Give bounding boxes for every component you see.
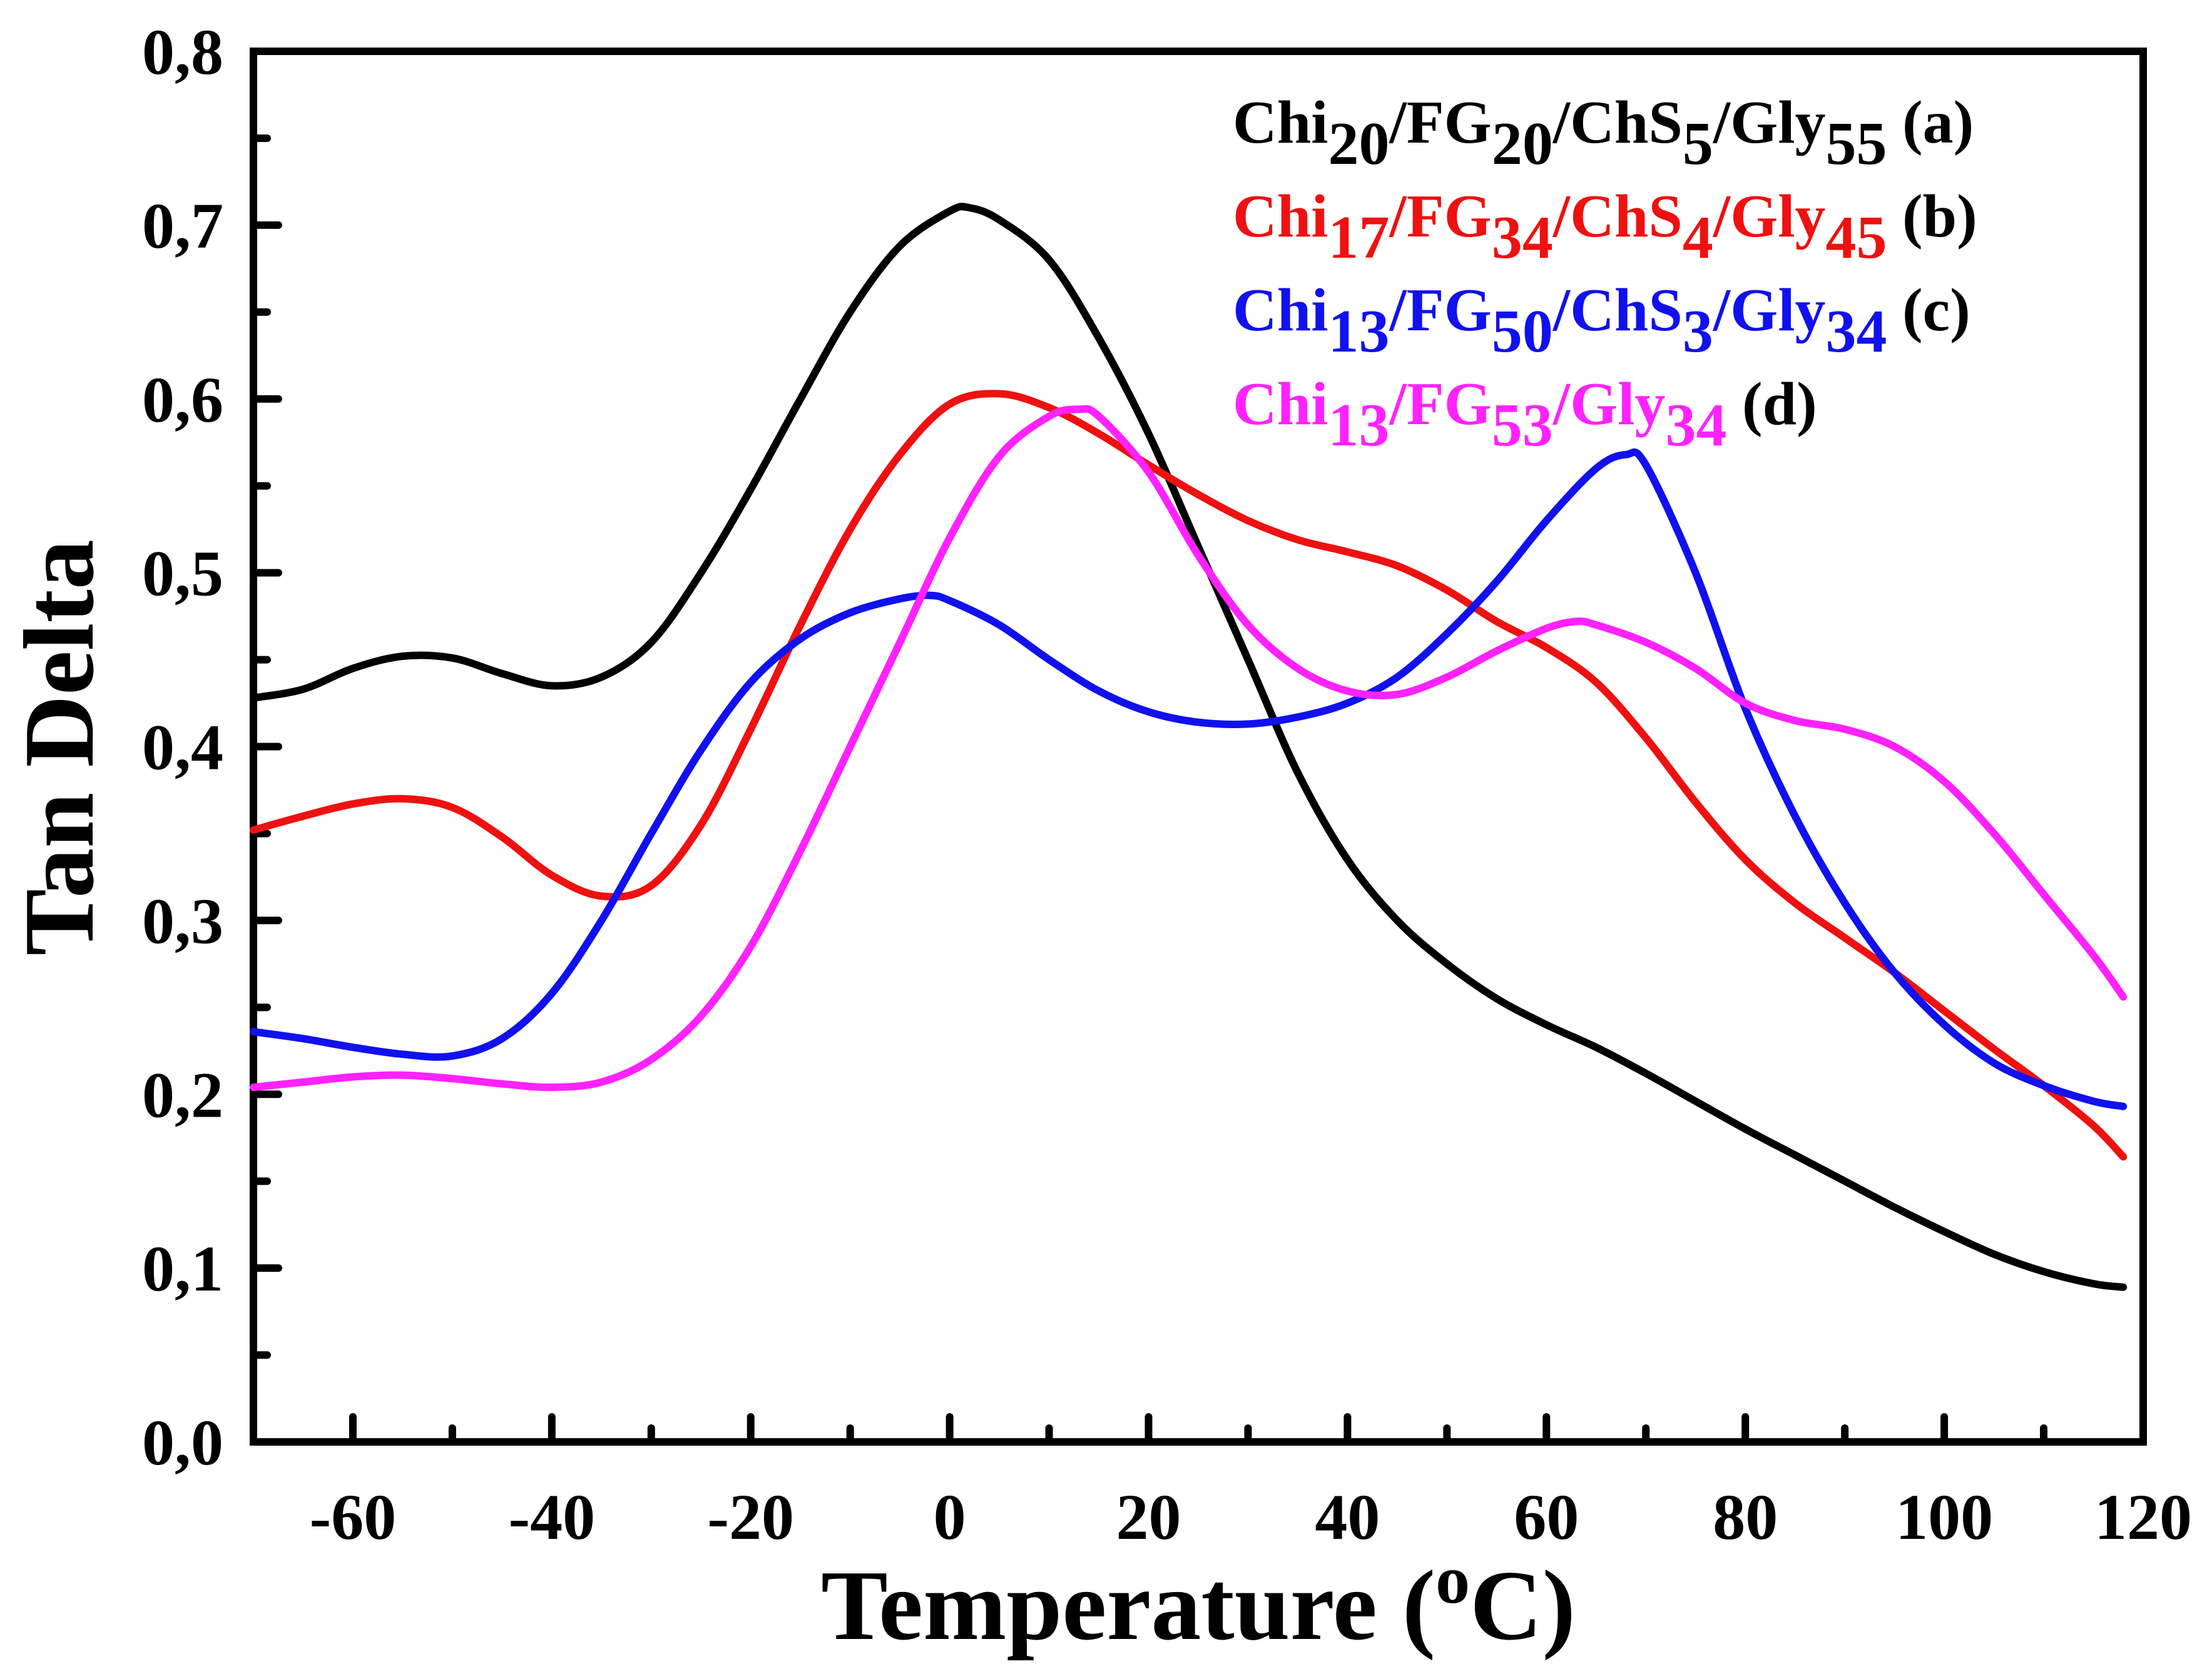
x-tick-label: 120 [2094, 1481, 2192, 1553]
legend-text-run: (c) [1887, 276, 1970, 344]
legend-text-run: (a) [1887, 89, 1974, 156]
legend-text-run: /Gly [1713, 89, 1826, 156]
y-tick-label: 0,1 [142, 1233, 223, 1305]
legend-subscript: 34 [1666, 392, 1727, 459]
legend-text-run: /Gly [1713, 183, 1826, 250]
x-tick-label: 60 [1514, 1481, 1579, 1553]
legend-text-run: /ChS [1552, 89, 1683, 156]
legend-text-run: Chi [1233, 276, 1328, 344]
x-tick-label: 100 [1895, 1481, 1993, 1553]
y-tick-label: 0,2 [142, 1059, 223, 1131]
x-tick-label: 40 [1315, 1481, 1380, 1553]
legend-entry-d: Chi13/FG53/Gly34 (d) [1233, 370, 1817, 459]
legend-subscript: 20 [1328, 110, 1390, 178]
series-d-line [250, 405, 2128, 1092]
x-tick-label: -60 [310, 1481, 397, 1553]
series-b-line [250, 390, 2128, 1161]
legend: Chi20/FG20/ChS5/Gly55 (a)Chi17/FG34/ChS4… [1233, 89, 1977, 459]
x-tick-label: -20 [707, 1481, 794, 1553]
x-tick-label: 80 [1713, 1481, 1778, 1553]
legend-text-run: /FG [1389, 89, 1492, 156]
y-tick-label: 0,0 [142, 1407, 223, 1479]
y-tick-label: 0,8 [142, 16, 223, 88]
legend-subscript: 34 [1826, 298, 1887, 365]
x-axis-title-tail: C) [1470, 1550, 1576, 1661]
legend-subscript: 50 [1492, 298, 1553, 365]
x-tick-label: -40 [509, 1481, 596, 1553]
axis-tick-labels: -60 -40 -20 0 20 40 60 80 100 120 0,0 0,1 0,2 0,3 0,4 0… [142, 16, 2192, 1553]
legend-subscript: 17 [1328, 204, 1390, 271]
y-axis-title: Tan Delta [3, 539, 115, 955]
x-axis-title-superscript: o [1435, 1541, 1470, 1618]
y-tick-label: 0,5 [142, 538, 223, 610]
legend-text-run: /FG [1389, 183, 1492, 250]
y-tick-label: 0,7 [142, 190, 223, 262]
legend-text-run: (d) [1727, 370, 1817, 438]
legend-subscript: 13 [1328, 392, 1390, 459]
series-c-line [250, 448, 2128, 1110]
legend-subscript: 3 [1683, 298, 1713, 365]
legend-text-run: /Gly [1713, 276, 1826, 344]
legend-subscript: 34 [1492, 204, 1553, 271]
legend-entry-c: Chi13/FG50/ChS3/Gly34 (c) [1233, 276, 1970, 365]
legend-text-run: Chi [1233, 370, 1328, 438]
series-a-line [250, 203, 2128, 1291]
legend-text-run: /FG [1389, 370, 1492, 438]
y-tick-label: 0,3 [142, 885, 223, 957]
legend-subscript: 4 [1683, 204, 1713, 271]
legend-subscript: 5 [1683, 110, 1713, 178]
legend-text-run: /Gly [1552, 370, 1666, 438]
legend-subscript: 13 [1328, 298, 1390, 365]
legend-subscript: 20 [1492, 110, 1553, 178]
legend-subscript: 55 [1826, 110, 1887, 178]
legend-text-run: /FG [1389, 276, 1492, 344]
x-tick-label: 0 [934, 1481, 966, 1553]
x-axis-title: Temperature (oC) [821, 1541, 1576, 1661]
legend-text-run: Chi [1233, 183, 1328, 250]
y-tick-label: 0,6 [142, 364, 223, 436]
legend-text-run: (b) [1887, 183, 1977, 250]
legend-text-run: /ChS [1552, 183, 1683, 250]
x-axis-title-main: Temperature ( [821, 1550, 1435, 1661]
x-tick-label: 20 [1116, 1481, 1181, 1553]
y-tick-label: 0,4 [142, 712, 223, 784]
axis-ticks [250, 48, 2147, 1446]
legend-text-run: Chi [1233, 89, 1328, 156]
legend-entry-b: Chi17/FG34/ChS4/Gly45 (b) [1233, 183, 1977, 271]
series-layer [250, 203, 2128, 1291]
legend-text-run: /ChS [1552, 276, 1683, 344]
legend-entry-a: Chi20/FG20/ChS5/Gly55 (a) [1233, 89, 1974, 178]
legend-subscript: 45 [1826, 204, 1887, 271]
legend-subscript: 53 [1492, 392, 1553, 459]
